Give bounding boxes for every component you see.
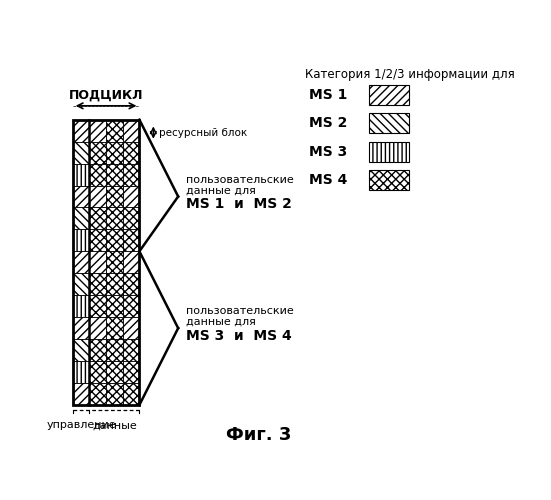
Text: данные: данные xyxy=(92,420,137,430)
Text: MS 4: MS 4 xyxy=(309,173,348,187)
Bar xyxy=(89,295,106,317)
Text: MS 1  и  MS 2: MS 1 и MS 2 xyxy=(186,197,292,211)
Text: пользовательские: пользовательские xyxy=(186,306,294,316)
Bar xyxy=(73,208,89,230)
Text: ресурсный блок: ресурсный блок xyxy=(159,128,247,138)
Bar xyxy=(106,120,123,142)
Bar xyxy=(89,164,106,186)
Text: Категория 1/2/3 информации для: Категория 1/2/3 информации для xyxy=(305,68,515,80)
Bar xyxy=(369,113,409,133)
Text: MS 3  и  MS 4: MS 3 и MS 4 xyxy=(186,329,291,343)
Bar xyxy=(73,186,89,208)
Bar xyxy=(123,317,139,339)
Bar xyxy=(123,295,139,317)
Bar xyxy=(106,317,123,339)
Text: данные для: данные для xyxy=(186,186,256,196)
Bar xyxy=(369,142,409,162)
Text: данные для: данные для xyxy=(186,317,256,327)
Bar xyxy=(106,295,123,317)
Bar xyxy=(73,142,89,164)
Bar xyxy=(89,230,106,252)
Bar xyxy=(123,208,139,230)
Bar xyxy=(123,339,139,361)
Bar xyxy=(106,361,123,383)
Bar xyxy=(123,274,139,295)
Bar xyxy=(89,274,106,295)
Bar xyxy=(123,361,139,383)
Bar xyxy=(73,317,89,339)
Bar xyxy=(89,317,106,339)
Bar xyxy=(73,230,89,252)
Bar xyxy=(106,208,123,230)
Bar xyxy=(73,120,139,405)
Bar xyxy=(123,120,139,142)
Bar xyxy=(123,252,139,274)
Bar xyxy=(123,164,139,186)
Bar xyxy=(73,274,89,295)
Bar xyxy=(106,383,123,405)
Bar xyxy=(369,170,409,190)
Bar xyxy=(89,339,106,361)
Bar xyxy=(73,361,89,383)
Bar xyxy=(89,361,106,383)
Bar xyxy=(106,142,123,164)
Text: пользовательские: пользовательские xyxy=(186,174,294,184)
Bar xyxy=(89,208,106,230)
Text: Фиг. 3: Фиг. 3 xyxy=(226,426,292,444)
Bar xyxy=(73,339,89,361)
Bar xyxy=(73,120,89,142)
Text: ПОДЦИКЛ: ПОДЦИКЛ xyxy=(69,88,143,101)
Bar xyxy=(89,252,106,274)
Text: MS 1: MS 1 xyxy=(309,88,348,102)
Bar xyxy=(73,383,89,405)
Bar xyxy=(123,230,139,252)
Bar xyxy=(106,230,123,252)
Text: MS 3: MS 3 xyxy=(309,144,347,158)
Bar xyxy=(123,142,139,164)
Bar xyxy=(123,383,139,405)
Bar xyxy=(73,164,89,186)
Bar xyxy=(106,339,123,361)
Bar xyxy=(106,186,123,208)
Text: MS 2: MS 2 xyxy=(309,116,348,130)
Bar xyxy=(89,186,106,208)
Bar xyxy=(106,164,123,186)
Bar xyxy=(106,252,123,274)
Bar xyxy=(89,383,106,405)
Bar xyxy=(123,186,139,208)
Bar xyxy=(89,120,106,142)
Text: управление: управление xyxy=(46,420,116,430)
Bar xyxy=(369,84,409,104)
Bar xyxy=(73,252,89,274)
Bar xyxy=(73,295,89,317)
Bar xyxy=(106,274,123,295)
Bar xyxy=(89,142,106,164)
